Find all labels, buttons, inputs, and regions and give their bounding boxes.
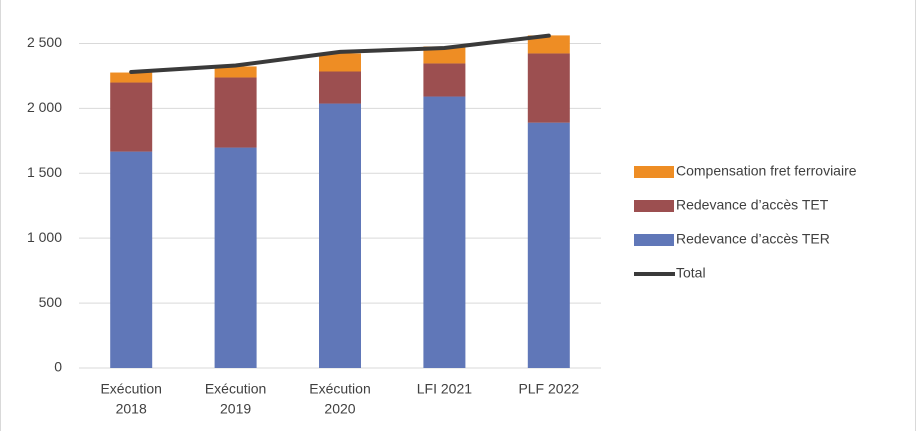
bar-segment — [214, 66, 257, 78]
bar-segment — [527, 53, 570, 123]
bar-segment — [423, 46, 466, 64]
x-tick-label: PLF 2022 — [518, 381, 579, 397]
legend-label: Compensation fret ferroviaire — [676, 163, 857, 179]
y-tick-label: 500 — [39, 294, 63, 310]
x-tick-label: 2018 — [116, 401, 147, 417]
y-tick-label: 0 — [54, 359, 62, 375]
bar-segment — [319, 53, 361, 72]
bar-segment — [423, 96, 466, 369]
x-tick-label: Exécution — [309, 381, 370, 397]
bar-segment — [527, 35, 570, 54]
legend-label: Redevance d’accès TER — [676, 231, 830, 247]
bar-segment — [214, 77, 257, 148]
bar-segment — [319, 71, 361, 104]
bar-segment — [527, 122, 570, 368]
bar-segment — [110, 151, 153, 368]
x-tick-label: Exécution — [205, 381, 266, 397]
x-tick-label: 2020 — [324, 401, 355, 417]
y-tick-label: 1 500 — [27, 164, 62, 180]
legend-label: Redevance d’accès TET — [676, 197, 829, 213]
legend-swatch — [634, 234, 674, 246]
total-line — [129, 33, 551, 75]
y-tick-label: 2 000 — [27, 99, 62, 115]
legend-swatch — [634, 166, 674, 178]
bar-segment — [214, 147, 257, 368]
bar-segment — [110, 72, 153, 83]
y-tick-label: 1 000 — [27, 229, 62, 245]
legend-swatch — [634, 200, 674, 212]
bar-segment — [423, 63, 466, 97]
x-tick-label: Exécution — [100, 381, 161, 397]
x-tick-label: LFI 2021 — [417, 381, 472, 397]
x-tick-label: 2019 — [220, 401, 251, 417]
bar-segment — [110, 82, 153, 152]
bar-segment — [319, 103, 361, 368]
legend-label: Total — [676, 265, 706, 281]
y-tick-label: 2 500 — [27, 34, 62, 50]
